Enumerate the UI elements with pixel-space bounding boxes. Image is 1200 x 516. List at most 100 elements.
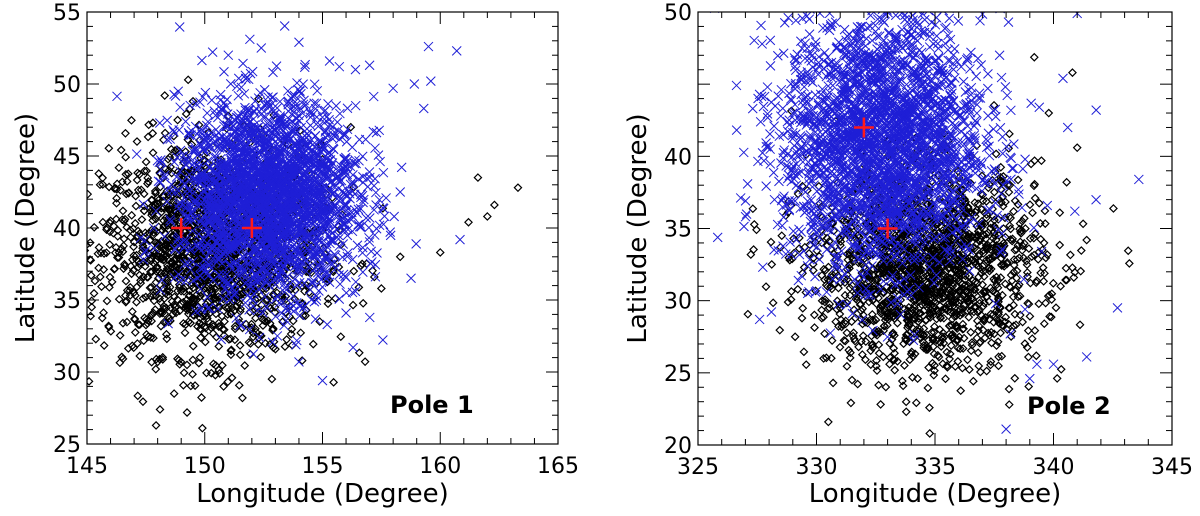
black-diamond-point: [208, 322, 218, 332]
black-diamond-point: [69, 244, 76, 251]
black-diamond-point: [181, 147, 191, 157]
blue-x-point: [268, 92, 278, 102]
black-diamond-point: [139, 201, 149, 211]
black-diamond-point: [45, 180, 52, 187]
black-diamond-point: [346, 122, 356, 132]
black-diamond-point: [1062, 177, 1072, 187]
black-diamond-point: [127, 307, 137, 317]
black-diamond-point: [323, 299, 333, 309]
black-diamond-point: [376, 284, 386, 293]
black-diamond-point: [129, 242, 139, 252]
blue-x-point: [244, 34, 255, 45]
blue-x-point: [451, 46, 462, 56]
blue-x-point: [331, 101, 342, 111]
black-diamond-point: [135, 351, 145, 361]
x-tick-label: 150: [184, 454, 226, 479]
black-diamond-point: [121, 169, 131, 179]
blue-x-point: [324, 56, 335, 66]
black-diamond-point: [296, 328, 306, 338]
blue-x-point: [201, 251, 212, 262]
black-diamond-point: [235, 306, 245, 316]
black-diamond-point: [104, 182, 114, 192]
black-diamond-point: [464, 217, 473, 227]
black-diamond-point: [268, 289, 278, 299]
blue-x-point: [231, 313, 242, 323]
black-diamond-point: [79, 259, 86, 266]
black-diamond-point: [198, 248, 208, 258]
black-diamond-point: [140, 313, 150, 323]
black-diamond-point: [801, 360, 811, 370]
blue-x-point: [165, 214, 175, 225]
black-diamond-point: [129, 237, 139, 247]
black-diamond-point: [131, 191, 141, 201]
black-diamond-point: [118, 206, 128, 216]
black-diamond-point: [139, 336, 149, 346]
black-diamond-point: [153, 357, 163, 367]
blue-x-point: [255, 87, 265, 98]
blue-x-point: [299, 278, 310, 288]
black-diamond-point: [329, 377, 339, 387]
black-diamond-point: [141, 315, 151, 325]
black-diamond-point: [159, 317, 169, 327]
blue-x-point: [179, 155, 189, 165]
blue-x-point: [223, 50, 234, 61]
blue-x-point: [169, 157, 180, 167]
black-diamond-point: [195, 353, 205, 363]
black-diamond-point: [156, 203, 166, 213]
y-axis-title: Latitude (Degree): [11, 113, 41, 343]
black-diamond-point: [139, 166, 149, 176]
black-diamond-point: [178, 380, 188, 390]
blue-x-point: [411, 239, 422, 249]
black-diamond-point: [1024, 382, 1034, 391]
black-diamond-point: [145, 291, 155, 301]
blue-x-point: [309, 79, 320, 90]
black-diamond-point: [118, 318, 128, 328]
black-diamond-point: [156, 268, 166, 278]
blue-x-point: [332, 117, 343, 127]
black-diamond-point: [234, 380, 244, 390]
black-diamond-point: [155, 309, 165, 319]
black-diamond-point: [187, 140, 197, 149]
blue-x-point: [240, 110, 251, 120]
black-diamond-point: [200, 309, 210, 319]
black-diamond-point: [93, 249, 103, 259]
black-diamond-point: [189, 296, 199, 306]
black-diamond-point: [210, 370, 220, 380]
black-diamond-point: [141, 292, 151, 302]
blue-x-point: [358, 194, 369, 205]
blue-x-point: [334, 61, 345, 72]
black-diamond-point: [145, 267, 155, 277]
black-diamond-point: [105, 227, 115, 237]
black-diamond-point: [133, 320, 143, 330]
black-diamond-point: [285, 280, 295, 290]
black-diamond-point: [169, 389, 179, 399]
blue-x-point: [174, 22, 185, 32]
black-diamond-point: [106, 326, 116, 336]
black-diamond-point: [172, 262, 182, 272]
blue-x-point: [245, 68, 256, 79]
blue-x-point: [195, 284, 206, 294]
black-diamond-point: [138, 293, 148, 303]
black-diamond-point: [89, 222, 99, 232]
black-diamond-point: [226, 346, 236, 356]
black-diamond-point: [349, 266, 359, 276]
black-diamond-point: [111, 214, 121, 224]
black-diamond-point: [200, 276, 210, 285]
black-diamond-point: [186, 381, 196, 391]
black-diamond-point: [161, 329, 171, 339]
black-diamond-point: [202, 368, 211, 378]
black-diamond-point: [164, 286, 174, 296]
blue-x-point: [388, 83, 399, 94]
black-diamond-point: [767, 259, 777, 269]
blue-x-point: [321, 253, 332, 264]
blue-x-point: [202, 292, 213, 302]
black-diamond-point: [194, 120, 204, 130]
blue-x-point: [173, 186, 184, 196]
black-diamond-point: [161, 246, 171, 256]
black-diamond-point: [114, 294, 124, 304]
black-diamond-point: [264, 302, 274, 312]
black-diamond-point: [87, 238, 95, 248]
black-diamond-point: [98, 180, 108, 189]
black-diamond-point: [144, 120, 154, 130]
